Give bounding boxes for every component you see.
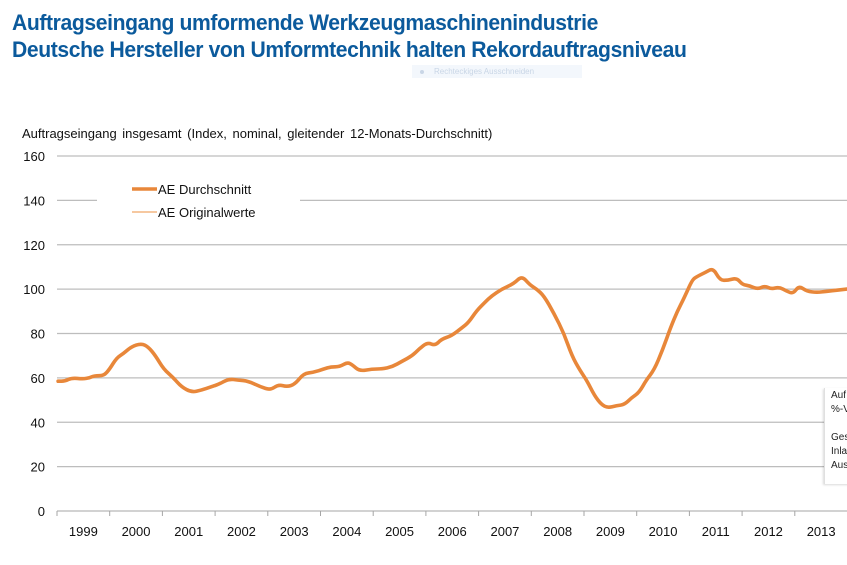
x-tick-label: 2006: [438, 524, 467, 539]
y-tick-label: 100: [23, 282, 45, 297]
x-tick-label: 2012: [754, 524, 783, 539]
x-tick-label: 2007: [490, 524, 519, 539]
legend-label: AE Originalwerte: [158, 205, 256, 220]
series-lines: [56, 267, 847, 409]
x-tick-label: 2010: [649, 524, 678, 539]
series-line-ae-durchschnitt: [56, 267, 847, 409]
snipping-tooltip-text: Rechteckiges Ausschneiden: [434, 67, 535, 76]
side-box-line: Auf: [831, 390, 847, 401]
y-tick-label: 160: [23, 149, 45, 164]
y-tick-label: 80: [31, 327, 45, 342]
x-tick-label: 1999: [69, 524, 98, 539]
y-tick-label: 120: [23, 238, 45, 253]
side-box-line: Inla: [831, 446, 847, 457]
side-box-line: Ges: [831, 432, 847, 443]
chart-title-line1: Auftragseingang umformende Werkzeugmasch…: [12, 10, 598, 35]
gridlines: [57, 155, 847, 512]
x-tick-label: 2013: [807, 524, 836, 539]
y-tick-label: 0: [38, 504, 45, 519]
y-tick-label: 20: [31, 460, 45, 475]
x-tick-label: 2001: [174, 524, 203, 539]
y-tick-label: 60: [31, 371, 45, 386]
bullet-icon: [420, 69, 424, 74]
x-tick-label: 2003: [280, 524, 309, 539]
snipping-tooltip-overlay: Rechteckiges Ausschneiden: [412, 65, 582, 78]
side-box-line: Aus: [831, 460, 847, 471]
x-tick-label: 2011: [702, 524, 730, 539]
y-axis-ticks: 0 20 40 60 80 100 120 140 160: [23, 149, 45, 519]
x-tick-label: 2008: [543, 524, 572, 539]
side-box-line: %-V: [831, 404, 847, 415]
legend: AE Durchschnitt AE Originalwerte: [132, 182, 256, 220]
x-tick-label: 2009: [596, 524, 625, 539]
x-tick-label: 2000: [122, 524, 151, 539]
chart-subtitle: Auftragseingang insgesamt (Index, nomina…: [22, 126, 493, 141]
x-tick-label: 2002: [227, 524, 256, 539]
side-info-box: Auf %-V Ges Inla Aus: [824, 388, 847, 484]
x-axis: 1999 2000 2001 2002 2003 2004 2005 2006 2007 2008…: [56, 511, 836, 539]
chart-title-line2: Deutsche Hersteller von Umformtechnik ha…: [12, 37, 687, 62]
x-tick-label: 2004: [332, 524, 361, 539]
y-tick-label: 140: [23, 193, 45, 208]
y-tick-label: 40: [31, 415, 45, 430]
x-tick-label: 2005: [385, 524, 414, 539]
side-box-line: [831, 417, 847, 431]
legend-label: AE Durchschnitt: [158, 182, 252, 197]
